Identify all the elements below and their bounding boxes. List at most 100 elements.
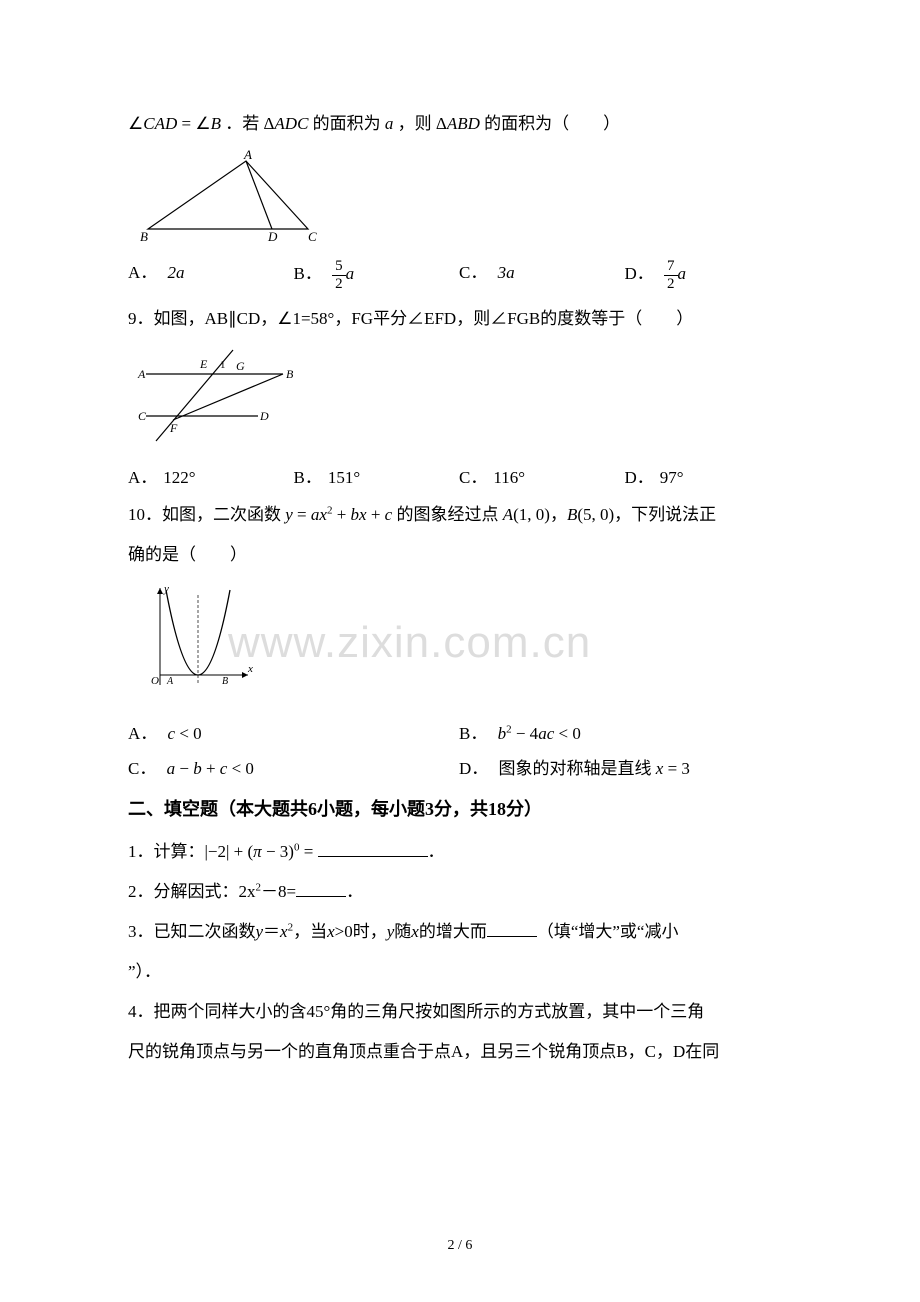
q8-opt-a: A． 2a bbox=[128, 258, 294, 292]
x3: x bbox=[411, 922, 419, 941]
frac: 72 bbox=[664, 258, 678, 292]
adc: ADC bbox=[274, 114, 308, 133]
tail: ，下列说法正 bbox=[614, 505, 716, 524]
comma: ， bbox=[550, 505, 567, 524]
svg-text:A: A bbox=[166, 676, 174, 687]
eqb: b bbox=[351, 505, 360, 524]
pre: 1．计算： bbox=[128, 842, 205, 861]
val: 3 bbox=[498, 263, 507, 282]
section2-header: 二、填空题（本大题共6小题，每小题3分，共18分） bbox=[128, 795, 790, 821]
var: c bbox=[168, 724, 176, 743]
m3: 随 bbox=[394, 922, 411, 941]
svg-text:C: C bbox=[308, 229, 317, 241]
rest: < 0 bbox=[227, 759, 254, 778]
q9-figure: A B C D E F G 1 bbox=[128, 346, 790, 451]
svg-text:F: F bbox=[169, 421, 178, 435]
t1: ．若 Δ bbox=[221, 114, 274, 133]
mid: − 4 bbox=[512, 724, 539, 743]
svg-text:1: 1 bbox=[220, 359, 226, 371]
blank bbox=[318, 840, 428, 857]
m1: ，当 bbox=[293, 922, 327, 941]
opt-label: B． bbox=[294, 264, 322, 283]
pi: π bbox=[253, 842, 262, 861]
eqx2: x bbox=[319, 505, 327, 524]
q9-options: A． 122° B． 151° C．116° D． 97° bbox=[128, 463, 790, 488]
blank bbox=[296, 880, 346, 897]
q10-line2: 确的是（ ） bbox=[128, 538, 790, 572]
q10-opt-a: A． c < 0 bbox=[128, 719, 459, 744]
b: b bbox=[193, 759, 202, 778]
opt-label: D． bbox=[625, 264, 654, 283]
x2: x bbox=[327, 922, 335, 941]
rest: < 0 bbox=[554, 724, 581, 743]
blank bbox=[487, 920, 537, 937]
svg-text:y: y bbox=[163, 583, 169, 595]
val: 122° bbox=[163, 468, 195, 487]
eqy: y bbox=[285, 505, 293, 524]
pre: 3．已知二次函数 bbox=[128, 922, 256, 941]
mid: 的图象经过点 bbox=[392, 505, 503, 524]
m1: − bbox=[175, 759, 193, 778]
q9-opt-b: B． 151° bbox=[294, 463, 460, 488]
var: a bbox=[346, 264, 355, 283]
eq: = bbox=[299, 842, 317, 861]
val: 97° bbox=[660, 468, 684, 487]
bcoord: (5, 0) bbox=[577, 505, 614, 524]
frac: 52 bbox=[332, 258, 346, 292]
f3-line1: 3．已知二次函数y＝x2，当x>0时，y随x的增大而（填“增大”或“减小 bbox=[128, 915, 790, 949]
end: ． bbox=[428, 842, 445, 861]
albl: A bbox=[503, 505, 513, 524]
eqeq: = bbox=[293, 505, 311, 524]
m3: − 3) bbox=[262, 842, 294, 861]
svg-text:D: D bbox=[267, 229, 278, 241]
q9-opt-a: A． 122° bbox=[128, 463, 294, 488]
f1: 1．计算：|−2| + (π − 3)0 = ． bbox=[128, 835, 790, 869]
abd: ABD bbox=[447, 114, 480, 133]
q10-options-row2: C． a − b + c < 0 D． 图象的对称轴是直线 x = 3 bbox=[128, 754, 790, 779]
q8-line1: ∠CAD = ∠B ．若 ΔADC 的面积为 a ，则 ΔABD 的面积为（ ） bbox=[128, 110, 790, 137]
q8-figure: A B D C bbox=[128, 149, 790, 246]
opt-label: D． bbox=[625, 468, 654, 487]
val: 2 bbox=[168, 263, 177, 282]
opt-label: A． bbox=[128, 468, 157, 487]
svg-text:B: B bbox=[222, 676, 228, 687]
svg-text:C: C bbox=[138, 409, 147, 423]
val: 116° bbox=[493, 468, 525, 487]
q10-line1: 10．如图，二次函数 y = ax2 + bx + c 的图象经过点 A(1, … bbox=[128, 498, 790, 532]
tail1: （填“增大”或“减小 bbox=[537, 922, 679, 941]
p1: + bbox=[332, 505, 350, 524]
neg2: −2 bbox=[208, 842, 226, 861]
pre: 2．分解因式：2x bbox=[128, 882, 256, 901]
opt-label: C． bbox=[459, 263, 487, 282]
svg-text:G: G bbox=[236, 359, 245, 373]
t2: 的面积为 bbox=[308, 114, 385, 133]
txt: 图象的对称轴是直线 bbox=[499, 759, 656, 778]
mid: －8= bbox=[261, 882, 296, 901]
q10-options-row1: A． c < 0 B． b2 − 4ac < 0 bbox=[128, 719, 790, 744]
q9-opt-d: D． 97° bbox=[625, 463, 791, 488]
svg-text:O: O bbox=[151, 675, 159, 687]
acoord: (1, 0) bbox=[513, 505, 550, 524]
m2: >0时， bbox=[335, 922, 387, 941]
opt-label: B． bbox=[294, 468, 322, 487]
eq: ＝ bbox=[263, 922, 280, 941]
val: 151° bbox=[328, 468, 360, 487]
q8-opt-c: C． 3a bbox=[459, 258, 625, 292]
end: ． bbox=[346, 882, 363, 901]
page-number: 2 / 6 bbox=[0, 1238, 920, 1254]
rest: = 3 bbox=[663, 759, 690, 778]
blbl: B bbox=[567, 505, 577, 524]
var: a bbox=[506, 263, 515, 282]
pre: 10．如图，二次函数 bbox=[128, 505, 285, 524]
rest: < 0 bbox=[175, 724, 202, 743]
q8-opt-b: B． 52a bbox=[294, 258, 460, 292]
m4: 的增大而 bbox=[419, 922, 487, 941]
b: b bbox=[498, 724, 507, 743]
opt-label: C． bbox=[128, 759, 156, 778]
b-var: B bbox=[211, 114, 221, 133]
m2: + bbox=[202, 759, 220, 778]
f3-line2: ”）． bbox=[128, 955, 790, 989]
a: a bbox=[167, 759, 176, 778]
q10-opt-d: D． 图象的对称轴是直线 x = 3 bbox=[459, 754, 790, 779]
q9-opt-c: C．116° bbox=[459, 463, 625, 488]
